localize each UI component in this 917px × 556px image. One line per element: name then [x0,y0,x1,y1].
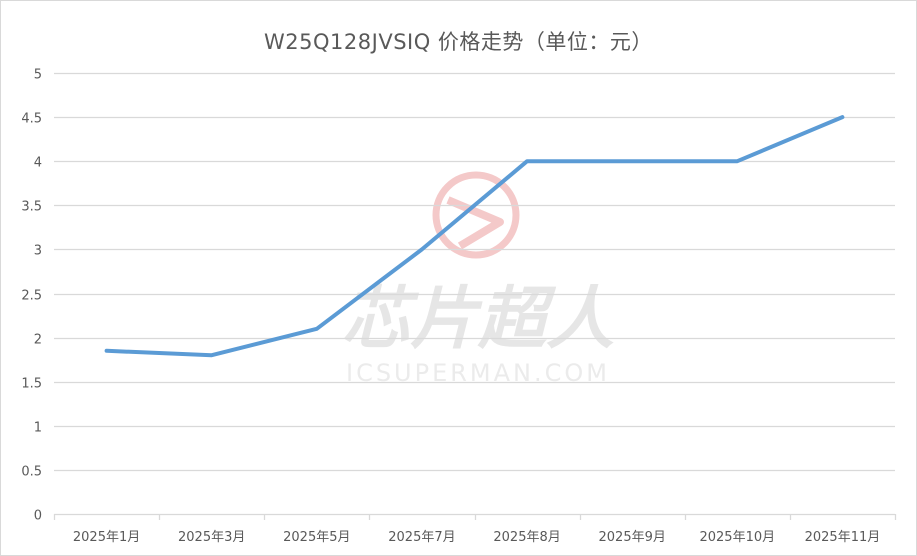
y-tick-label: 5 [34,68,42,83]
chart-title: W25Q128JVSIQ 价格走势（单位：元） [264,30,653,54]
price-series [104,115,845,358]
y-tick-label: 2.5 [21,289,42,304]
x-tick-label: 2025年1月 [73,530,140,545]
x-axis: 2025年1月 2025年3月 2025年5月 2025年7月 2025年8月 2025年… [53,514,897,545]
y-tick-label: 4 [34,156,42,171]
y-axis: 0 0.5 1 1.5 2 2.5 3 3.5 4 4.5 5 [21,68,42,524]
y-tick-label: 3 [34,244,42,259]
x-tick-label: 2025年9月 [599,530,666,545]
y-tick-label: 1 [34,421,42,436]
x-tick-label: 2025年3月 [178,530,245,545]
gridlines [54,72,895,516]
watermark-logo-icon [432,171,520,259]
y-tick-label: 4.5 [21,112,42,127]
y-tick-label: 0.5 [21,465,42,480]
watermark-arrow-icon [446,196,504,250]
y-tick-label: 3.5 [21,200,42,215]
y-tick-label: 1.5 [21,377,42,392]
x-tick-label: 2025年10月 [699,530,775,545]
watermark-text-cn: 芯片超人 [342,280,614,359]
x-tick-label: 2025年7月 [388,530,455,545]
x-tick-label: 2025年11月 [805,530,881,545]
y-tick-label: 2 [34,333,42,348]
x-tick-label: 2025年8月 [493,530,560,545]
y-tick-label: 0 [34,509,42,524]
x-tick-label: 2025年5月 [283,530,350,545]
series-line [104,115,845,358]
